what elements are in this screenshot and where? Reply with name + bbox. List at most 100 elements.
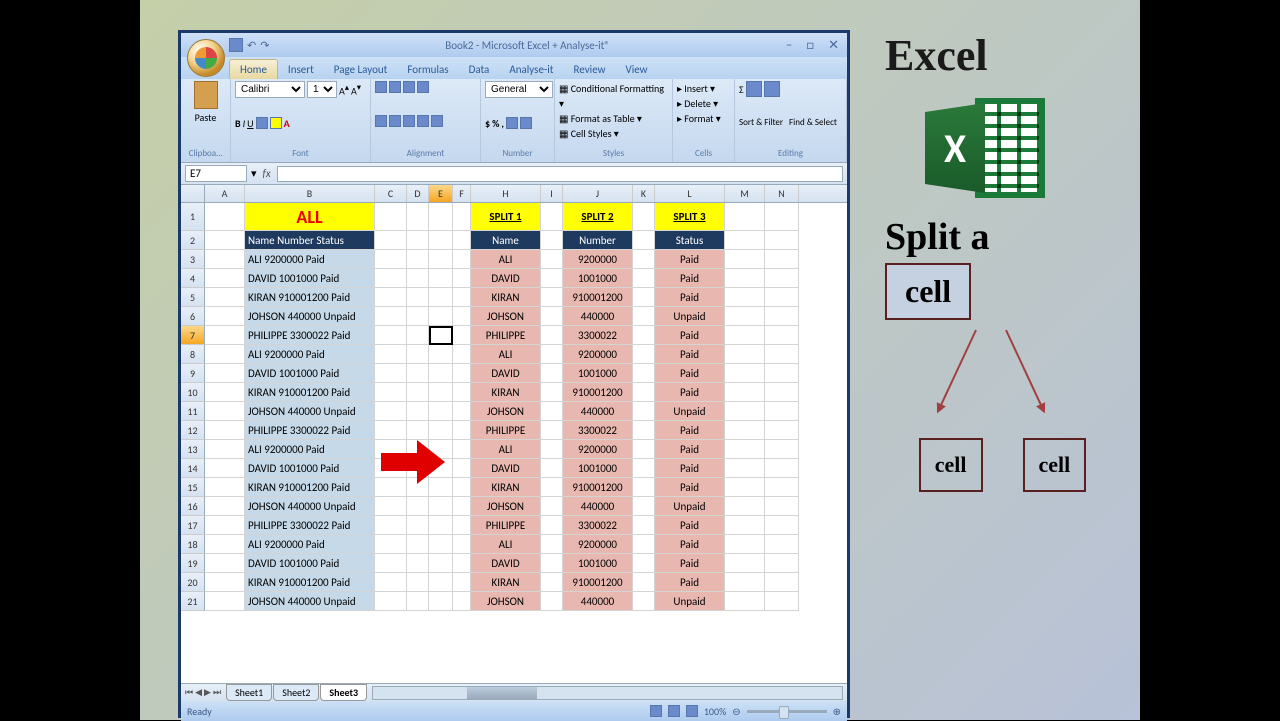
cell[interactable]: Paid [655,383,725,402]
bold-button[interactable]: B [235,117,241,130]
cell[interactable]: Paid [655,459,725,478]
ribbon-tab-page-layout[interactable]: Page Layout [324,60,398,79]
cell[interactable] [633,250,655,269]
cell[interactable] [407,383,429,402]
column-header-A[interactable]: A [205,185,245,202]
cell[interactable]: PHILIPPE [471,516,541,535]
row-header[interactable]: 1 [181,203,205,231]
cell[interactable] [205,592,245,611]
cell[interactable] [375,573,407,592]
cell[interactable]: 3300022 [563,421,633,440]
cell[interactable] [407,573,429,592]
decrease-indent-icon[interactable] [417,115,429,127]
ribbon-tab-data[interactable]: Data [459,60,500,79]
cell[interactable] [633,421,655,440]
zoom-in-button[interactable]: ⊕ [833,705,841,718]
zoom-percent[interactable]: 100% [704,705,726,718]
cell[interactable] [541,203,563,231]
cell[interactable] [375,250,407,269]
cell[interactable] [725,345,765,364]
cell[interactable] [453,250,471,269]
cell[interactable]: SPLIT 3 [655,203,725,231]
cell[interactable] [765,364,799,383]
sheet-tab-sheet3[interactable]: Sheet3 [320,684,367,701]
cell[interactable] [725,269,765,288]
cell[interactable]: SPLIT 2 [563,203,633,231]
cell[interactable] [205,535,245,554]
italic-button[interactable]: I [243,117,246,130]
cell[interactable] [541,440,563,459]
currency-icon[interactable]: $ [485,117,490,130]
cell[interactable]: 440000 [563,307,633,326]
cell[interactable] [407,231,429,250]
cell[interactable] [375,592,407,611]
cell[interactable]: 1001000 [563,554,633,573]
cell[interactable]: ALI [471,440,541,459]
cell[interactable] [205,203,245,231]
cell[interactable] [407,535,429,554]
cell[interactable]: ALL [245,203,375,231]
cell[interactable]: Paid [655,269,725,288]
cell[interactable]: Paid [655,516,725,535]
sheet-tab-sheet2[interactable]: Sheet2 [273,684,319,701]
column-header-H[interactable]: H [471,185,541,202]
cell[interactable] [725,203,765,231]
row-header[interactable]: 19 [181,554,205,573]
cell[interactable] [765,497,799,516]
cell[interactable] [541,231,563,250]
fx-icon[interactable]: fx [257,167,277,180]
column-header-B[interactable]: B [245,185,375,202]
cell[interactable]: Unpaid [655,307,725,326]
cell[interactable] [541,421,563,440]
cell[interactable] [205,231,245,250]
cell[interactable] [407,421,429,440]
cell[interactable] [429,497,453,516]
cell[interactable] [633,554,655,573]
number-format-select[interactable]: General [485,81,553,98]
cell[interactable]: Paid [655,535,725,554]
cell[interactable]: Unpaid [655,497,725,516]
select-all-corner[interactable] [181,185,205,202]
cell[interactable] [765,250,799,269]
cell[interactable] [205,345,245,364]
cell[interactable] [205,440,245,459]
view-layout-icon[interactable] [668,705,680,717]
row-header[interactable]: 9 [181,364,205,383]
cell[interactable] [407,345,429,364]
cell[interactable] [633,288,655,307]
cell[interactable]: Status [655,231,725,250]
cell[interactable] [429,516,453,535]
autosum-icon[interactable]: Σ [739,83,744,96]
cell[interactable] [633,307,655,326]
cell[interactable] [541,288,563,307]
cell[interactable] [453,535,471,554]
cell[interactable]: DAVID [471,269,541,288]
font-size-select[interactable]: 11 [307,81,337,98]
sort-filter-label[interactable]: Sort & Filter [739,117,783,128]
cell[interactable]: JOHSON 440000 Unpaid [245,497,375,516]
cell[interactable] [375,269,407,288]
cell[interactable] [429,383,453,402]
cell[interactable] [633,269,655,288]
zoom-out-button[interactable]: ⊖ [732,705,740,718]
cell[interactable]: PHILIPPE [471,421,541,440]
cell[interactable] [453,288,471,307]
column-header-D[interactable]: D [407,185,429,202]
cell[interactable] [541,535,563,554]
cell[interactable] [407,497,429,516]
cell[interactable]: 1001000 [563,364,633,383]
decrease-decimal-icon[interactable] [520,117,532,129]
cell[interactable] [765,592,799,611]
cell[interactable] [633,326,655,345]
column-header-I[interactable]: I [541,185,563,202]
cell[interactable] [765,573,799,592]
sheet-nav-arrows[interactable]: ⏮◀▶⏭ [185,687,225,698]
cell[interactable] [765,459,799,478]
find-select-label[interactable]: Find & Select [789,117,837,128]
cell[interactable] [541,326,563,345]
cell[interactable]: 440000 [563,402,633,421]
insert-cells-button[interactable]: ▸ Insert ▾ [677,81,730,96]
cell[interactable] [633,364,655,383]
cell[interactable]: Number [563,231,633,250]
orientation-icon[interactable] [417,81,429,93]
